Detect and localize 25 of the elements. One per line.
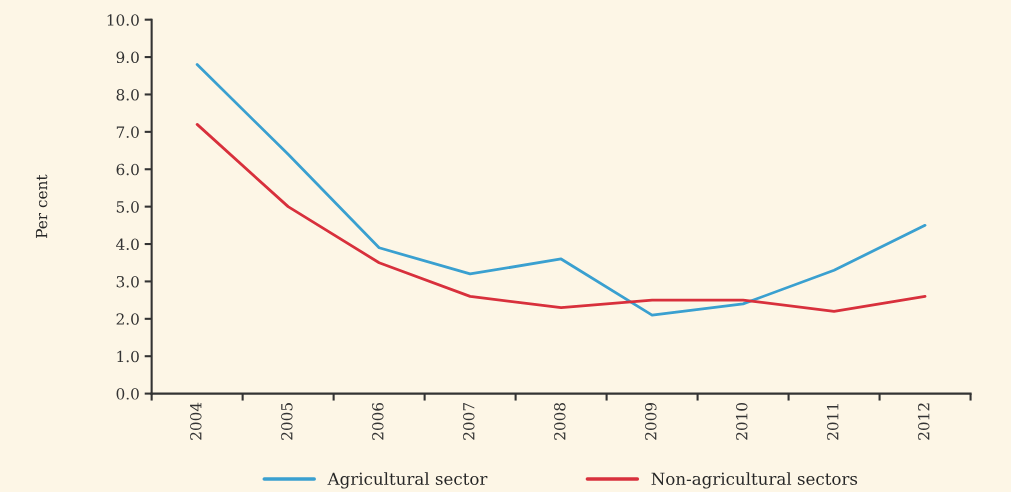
x-tick-label: 2009 — [644, 402, 657, 440]
y-tick-label: 5.0 — [116, 201, 139, 213]
legend-label: Non-agricultural sectors — [651, 472, 858, 489]
x-tick-label: 2011 — [826, 404, 839, 440]
y-tick-label: 0.0 — [116, 388, 139, 400]
line-series — [195, 122, 927, 313]
y-tick-label: 8.0 — [116, 88, 139, 101]
x-tick-label: 2010 — [735, 402, 748, 440]
x-tick-label: 2007 — [462, 403, 475, 440]
y-tick-label: 4.0 — [116, 238, 139, 251]
y-tick-label: 6.0 — [116, 163, 139, 176]
legend-label: Agricultural sector — [327, 472, 488, 489]
x-tick-label: 2005 — [281, 403, 293, 440]
x-tick-label: 2006 — [372, 402, 384, 440]
y-axis-title: Per cent — [35, 174, 48, 238]
y-tick-label: 2.0 — [116, 313, 139, 325]
y-tick-label: 1.0 — [117, 350, 139, 363]
x-tick-label: 2012 — [917, 403, 930, 440]
x-tick-label: 2008 — [553, 402, 566, 440]
x-tick-label: 2004 — [190, 402, 202, 440]
y-tick-label: 7.0 — [116, 126, 139, 138]
y-tick-label: 10.0 — [107, 14, 139, 26]
y-tick-label: 3.0 — [116, 275, 139, 288]
y-tick-label: 9.0 — [116, 51, 139, 64]
line-series — [195, 63, 927, 317]
